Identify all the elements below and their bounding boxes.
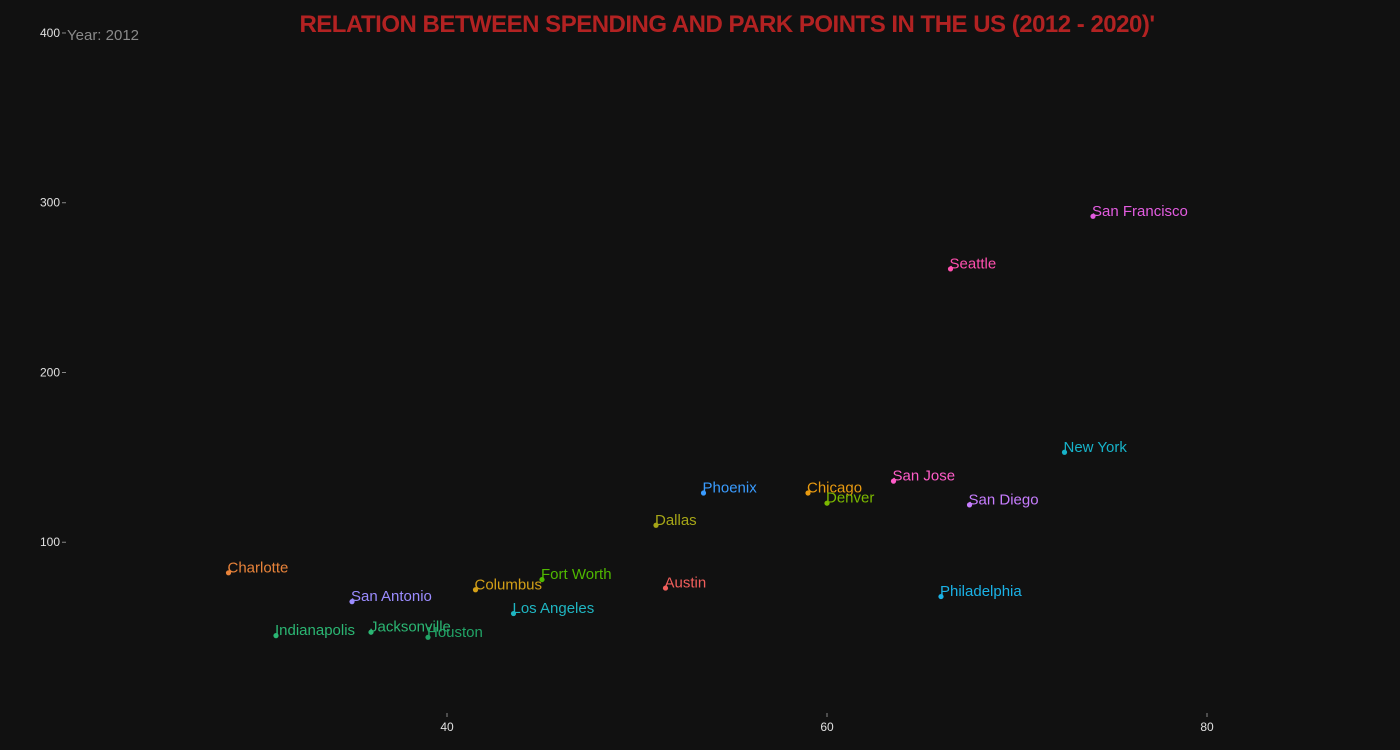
year-label: Year: 2012 <box>67 27 139 44</box>
y-tick-label-0: 100 <box>40 535 60 549</box>
x-tick-label-1: 60 <box>820 720 834 734</box>
data-point-jacksonville[interactable]: Jacksonville <box>368 619 451 636</box>
point-label-san-antonio: San Antonio <box>351 588 432 605</box>
x-tick-label-2: 80 <box>1200 720 1214 734</box>
data-point-austin[interactable]: Austin <box>662 575 707 592</box>
data-point-houston[interactable]: Houston <box>425 624 483 641</box>
point-marker-fort-worth[interactable] <box>539 576 545 583</box>
axes-layer: 100 200 300 400 40 60 80 <box>40 26 1214 734</box>
y-tick-label-3: 400 <box>40 26 60 40</box>
data-point-seattle[interactable]: Seattle <box>947 255 997 272</box>
data-point-denver[interactable]: Denver <box>824 490 874 507</box>
point-label-denver: Denver <box>826 490 874 507</box>
data-point-phoenix[interactable]: Phoenix <box>700 480 758 497</box>
points-layer: Charlotte Indianapolis San Antonio Jacksonv… <box>225 203 1188 641</box>
point-marker-los-angeles[interactable] <box>510 610 517 617</box>
point-label-san-diego: San Diego <box>969 491 1039 508</box>
data-point-san-diego[interactable]: San Diego <box>966 491 1039 508</box>
x-tick-label-0: 40 <box>440 720 454 734</box>
point-marker-dallas[interactable] <box>653 522 659 528</box>
point-marker-houston[interactable] <box>425 634 431 640</box>
point-marker-denver[interactable] <box>824 500 830 506</box>
data-point-fort-worth[interactable]: Fort Worth <box>539 566 612 583</box>
point-label-phoenix: Phoenix <box>703 480 758 497</box>
point-label-fort-worth: Fort Worth <box>541 566 612 583</box>
chart-title: RELATION BETWEEN SPENDING AND PARK POINT… <box>299 11 1154 38</box>
point-marker-chicago[interactable] <box>805 490 811 496</box>
point-marker-new-york[interactable] <box>1061 449 1068 455</box>
data-point-columbus[interactable]: Columbus <box>472 576 543 593</box>
point-marker-philadelphia[interactable] <box>938 593 944 600</box>
data-point-san-jose[interactable]: San Jose <box>890 468 956 485</box>
data-point-philadelphia[interactable]: Philadelphia <box>938 583 1022 600</box>
point-marker-seattle[interactable] <box>947 266 954 272</box>
point-marker-columbus[interactable] <box>472 587 479 593</box>
point-label-seattle: Seattle <box>950 255 997 272</box>
data-point-new-york[interactable]: New York <box>1061 439 1128 456</box>
point-label-columbus: Columbus <box>475 576 543 593</box>
data-point-los-angeles[interactable]: Los Angeles <box>510 600 595 617</box>
point-label-austin: Austin <box>665 575 707 592</box>
data-point-charlotte[interactable]: Charlotte <box>225 559 289 576</box>
point-label-dallas: Dallas <box>655 512 697 529</box>
data-point-dallas[interactable]: Dallas <box>653 512 697 529</box>
point-label-philadelphia: Philadelphia <box>940 583 1022 600</box>
point-label-chicago: Chicago <box>807 480 862 497</box>
point-marker-san-antonio[interactable] <box>349 599 355 605</box>
data-point-chicago[interactable]: Chicago <box>805 480 862 497</box>
point-marker-san-jose[interactable] <box>890 478 897 484</box>
data-point-san-antonio[interactable]: San Antonio <box>349 588 432 605</box>
y-tick-label-1: 200 <box>40 365 60 379</box>
point-marker-austin[interactable] <box>662 585 669 591</box>
point-label-san-jose: San Jose <box>893 468 956 485</box>
point-marker-jacksonville[interactable] <box>368 629 374 635</box>
point-label-jacksonville: Jacksonville <box>370 619 451 636</box>
point-label-houston: Houston <box>427 624 483 641</box>
point-label-indianapolis: Indianapolis <box>275 622 355 639</box>
point-marker-phoenix[interactable] <box>700 490 707 496</box>
point-label-los-angeles: Los Angeles <box>513 600 595 617</box>
point-marker-indianapolis[interactable] <box>273 633 279 639</box>
point-label-new-york: New York <box>1064 439 1128 456</box>
y-tick-label-2: 300 <box>40 196 60 210</box>
data-point-indianapolis[interactable]: Indianapolis <box>273 622 355 639</box>
point-marker-san-diego[interactable] <box>966 502 973 508</box>
point-marker-san-francisco[interactable] <box>1090 213 1096 219</box>
point-label-san-francisco: San Francisco <box>1092 203 1188 220</box>
point-marker-charlotte[interactable] <box>225 570 232 576</box>
point-label-charlotte: Charlotte <box>228 559 289 576</box>
data-point-san-francisco[interactable]: San Francisco <box>1090 203 1188 220</box>
